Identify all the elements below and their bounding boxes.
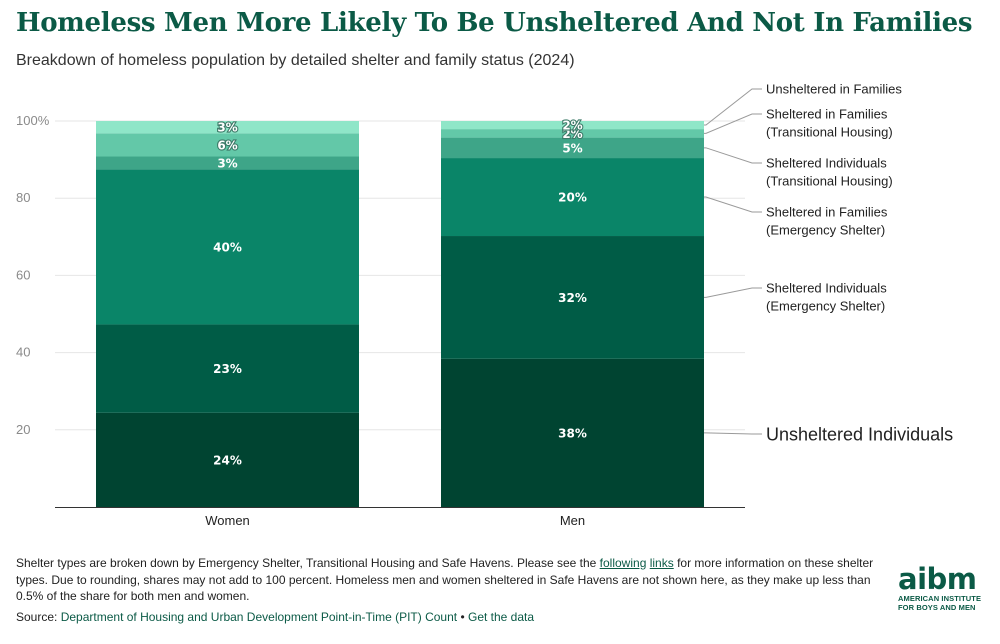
data-label: 2%	[562, 119, 582, 133]
source-link[interactable]: Department of Housing and Urban Developm…	[60, 610, 458, 624]
source-label: Source:	[16, 610, 61, 624]
y-tick-label: 80	[16, 190, 30, 205]
bar-segment	[96, 133, 359, 157]
bar-segment	[441, 129, 704, 138]
bar-segment	[96, 121, 359, 134]
x-tick-label: Women	[205, 513, 250, 528]
data-label: 24%	[213, 453, 242, 467]
bar-segment	[96, 412, 359, 507]
source-separator: •	[457, 610, 468, 624]
bar-segment	[441, 137, 704, 159]
links-link[interactable]: links	[649, 556, 674, 570]
data-label: 3%	[217, 156, 237, 170]
legend-connector	[704, 113, 762, 134]
legend-connector	[704, 432, 762, 435]
data-label: 38%	[558, 426, 587, 440]
bar-segment	[96, 324, 359, 413]
source-line: Source: Department of Housing and Urban …	[16, 610, 534, 624]
data-label: 6%	[217, 138, 237, 152]
data-label: 2%	[562, 127, 582, 141]
legend-label: Unsheltered in Families	[766, 82, 902, 97]
y-tick-label: 60	[16, 267, 30, 282]
legend-connector	[704, 88, 762, 126]
bar-segment	[441, 158, 704, 237]
bar-segment	[441, 121, 704, 130]
data-label: 20%	[558, 191, 587, 205]
chart-notes: Shelter types are broken down by Emergen…	[16, 555, 886, 605]
x-tick-label: Men	[560, 513, 585, 528]
get-the-data-link[interactable]: Get the data	[467, 610, 535, 624]
logo-line-1: AMERICAN INSTITUTE	[898, 594, 982, 603]
legend-label: Sheltered Individuals (Transitional Housi…	[766, 156, 893, 189]
bar-segment	[96, 169, 359, 325]
following-link[interactable]: following	[599, 556, 647, 570]
stacked-bar-chart: 20 40 60 80 100% 24% 23% 40% 3% 6% 3% Women 38% 32% 20…	[16, 82, 953, 528]
y-tick-label: 20	[16, 422, 30, 437]
legend-label: Sheltered Individuals (Emergency Shelter)	[766, 281, 887, 314]
data-label: 3%	[217, 121, 237, 135]
logo-line-2: FOR BOYS AND MEN	[898, 603, 976, 612]
legend-label: Sheltered in Families (Emergency Shelter)	[766, 205, 888, 238]
notes-text-3: for more information on these shelter ty…	[16, 556, 874, 603]
bar-segment	[441, 236, 704, 359]
data-label: 23%	[213, 362, 242, 376]
legend-label: Unsheltered Individuals	[766, 424, 953, 444]
logo-mark: aibm	[898, 562, 977, 596]
y-tick-label: 100%	[16, 113, 50, 128]
chart-subtitle: Breakdown of homeless population by deta…	[16, 52, 575, 69]
aibm-logo: aibm AMERICAN INSTITUTE FOR BOYS AND MEN	[898, 562, 990, 613]
data-label: 5%	[562, 141, 582, 155]
bar-segment	[441, 358, 704, 507]
data-label: 32%	[558, 291, 587, 305]
notes-text-1: Shelter types are broken down by Emergen…	[16, 556, 600, 570]
bar-segment	[96, 156, 359, 170]
data-label: 40%	[213, 240, 242, 254]
legend-connector	[704, 287, 762, 298]
legend-label: Sheltered in Families (Transitional Housi…	[766, 107, 893, 140]
y-tick-label: 40	[16, 345, 30, 360]
legend-connector	[704, 147, 762, 164]
legend-connector	[704, 196, 762, 213]
chart-title: Homeless Men More Likely To Be Unshelter…	[16, 8, 973, 38]
